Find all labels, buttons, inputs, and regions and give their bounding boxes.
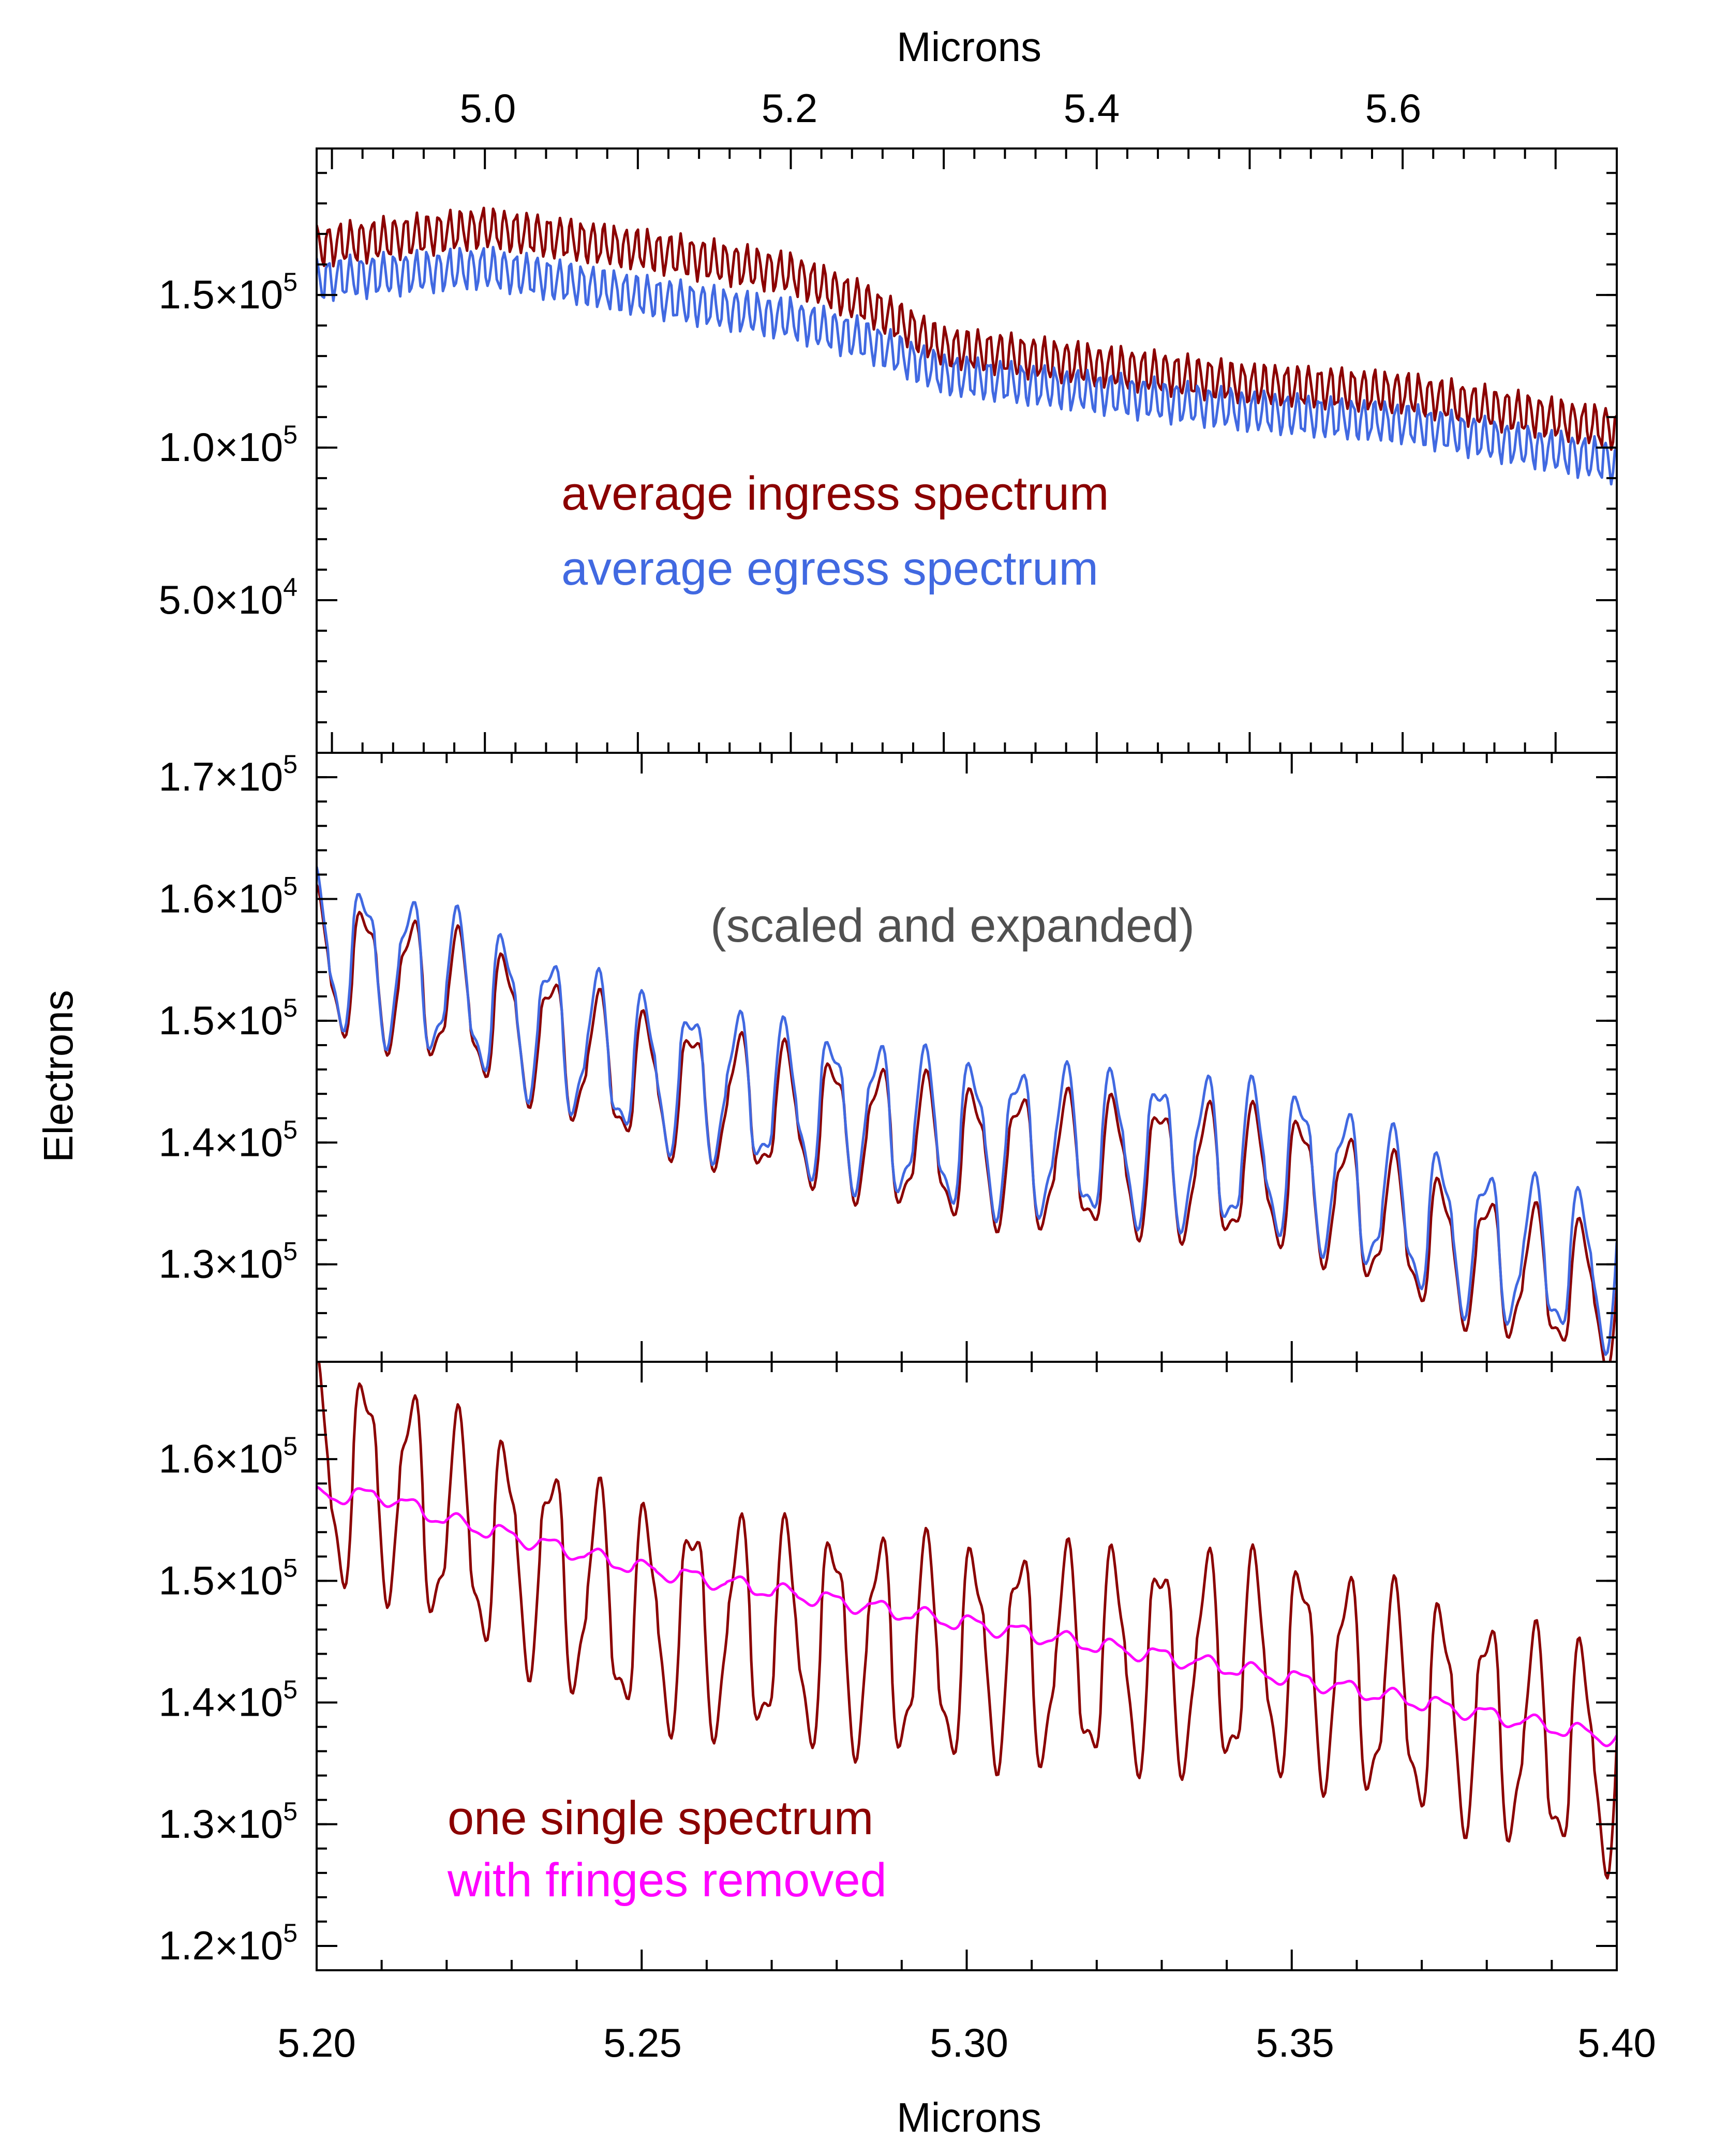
y-tick-label: 1.0×105: [158, 420, 297, 470]
top-x-axis-title: Microns: [897, 24, 1041, 70]
bottom-x-axis-title: Microns: [897, 2094, 1041, 2140]
plot-layer: 1.5×105 1.0×105 5.0×104 1.7×105 1.6×105 1.5×1…: [158, 147, 1618, 1971]
y-tick-label: 1.5×105: [158, 267, 297, 317]
y-tick-label: 1.3×105: [158, 1237, 297, 1287]
legend-single-spectrum: one single spectrum: [448, 1792, 873, 1845]
legend-ingress: average ingress spectrum: [561, 467, 1109, 520]
series-line-top-1: [317, 246, 1617, 486]
bottom-x-tick-label: 5.40: [1577, 2020, 1656, 2065]
y-axis-title: Electrons: [35, 990, 81, 1162]
bottom-x-tick-label: 5.30: [930, 2020, 1008, 2065]
legend-egress: average egress spectrum: [561, 542, 1098, 595]
top-x-tick-labels: 5.0 5.2 5.4 5.6: [460, 85, 1421, 131]
y-tick-label: 1.6×105: [158, 871, 297, 921]
y-tick-label: 1.4×105: [158, 1115, 297, 1165]
y-tick-label: 1.5×105: [158, 1553, 297, 1603]
top-x-tick-label: 5.4: [1064, 85, 1120, 131]
bottom-x-tick-label: 5.25: [603, 2020, 682, 2065]
y-tick-label: 1.5×105: [158, 993, 297, 1043]
panel-top: 1.5×105 1.0×105 5.0×104: [158, 147, 1618, 754]
bottom-x-tick-label: 5.20: [277, 2020, 356, 2065]
middle-annotation: (scaled and expanded): [710, 899, 1195, 952]
y-tick-label: 5.0×104: [158, 573, 297, 622]
top-x-tick-label: 5.6: [1365, 85, 1421, 131]
y-tick-label: 1.6×105: [158, 1432, 297, 1481]
y-tick-label: 1.4×105: [158, 1675, 297, 1725]
series-line-bottom-0: [318, 1362, 1617, 1880]
bottom-x-tick-labels: 5.20 5.25 5.30 5.35 5.40: [277, 2020, 1656, 2065]
panel-middle: 1.7×105 1.6×105 1.5×105 1.4×105 1.3×105: [158, 750, 1618, 1363]
series-line-bottom-1: [317, 1485, 1617, 1747]
bottom-x-tick-label: 5.35: [1256, 2020, 1334, 2065]
panel-frame-middle: [316, 752, 1618, 1363]
series-line-middle-0: [317, 884, 1617, 1362]
series-line-top-0: [317, 206, 1617, 451]
y-tick-label: 1.3×105: [158, 1797, 297, 1847]
top-x-tick-label: 5.2: [762, 85, 817, 131]
y-tick-label: 1.7×105: [158, 750, 297, 799]
series-line-middle-1: [317, 866, 1617, 1356]
y-tick-label: 1.2×105: [158, 1919, 297, 1968]
panel-bottom: 1.6×105 1.5×105 1.4×105 1.3×105 1.2×105: [158, 1361, 1618, 1971]
legend-fringes-removed: with fringes removed: [447, 1854, 887, 1907]
top-x-tick-label: 5.0: [460, 85, 516, 131]
